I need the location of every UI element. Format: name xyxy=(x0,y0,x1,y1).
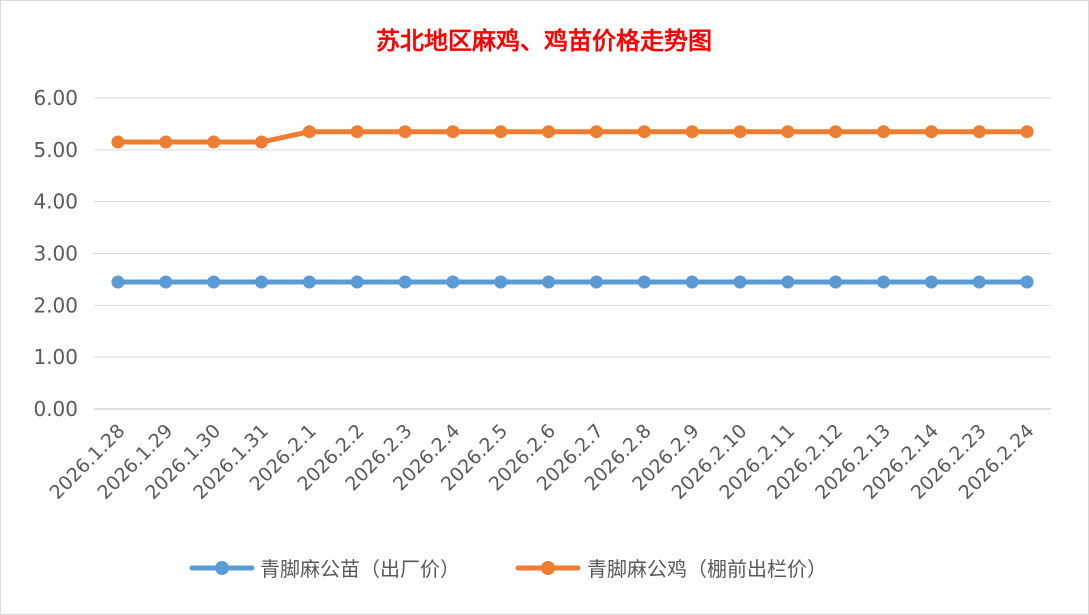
y-tick-label: 2.00 xyxy=(33,293,78,317)
data-point xyxy=(685,275,699,289)
data-point xyxy=(254,275,268,289)
data-point xyxy=(111,135,125,149)
y-tick-label: 4.00 xyxy=(33,190,78,214)
data-point xyxy=(398,125,412,139)
y-tick-label: 1.00 xyxy=(33,345,78,369)
data-point xyxy=(302,125,316,139)
data-point xyxy=(877,125,891,139)
data-point xyxy=(446,275,460,289)
legend-label: 青脚麻公鸡（棚前出栏价） xyxy=(587,557,827,581)
data-point xyxy=(924,275,938,289)
x-axis-ticks: 2026.1.282026.1.292026.1.302026.1.312026… xyxy=(46,420,1039,504)
data-point xyxy=(542,275,556,289)
data-point xyxy=(829,275,843,289)
data-point xyxy=(781,275,795,289)
data-point xyxy=(972,125,986,139)
data-point xyxy=(159,275,173,289)
gridlines xyxy=(94,97,1051,410)
y-axis-ticks: 0.00 1.00 2.00 3.00 4.00 5.00 6.00 xyxy=(33,86,78,421)
chart-title: 苏北地区麻鸡、鸡苗价格走势图 xyxy=(376,26,712,55)
series-line xyxy=(115,129,1030,145)
data-point xyxy=(398,275,412,289)
data-point xyxy=(685,125,699,139)
legend-swatch-marker xyxy=(215,561,229,575)
y-tick-label: 0.00 xyxy=(33,397,78,421)
data-point xyxy=(877,275,891,289)
data-point xyxy=(589,275,603,289)
data-point xyxy=(111,275,125,289)
data-point xyxy=(350,275,364,289)
legend-item-2: 青脚麻公鸡（棚前出栏价） xyxy=(515,557,827,581)
data-point xyxy=(494,275,508,289)
data-point xyxy=(589,125,603,139)
data-point xyxy=(159,135,173,149)
data-point xyxy=(207,275,221,289)
data-point xyxy=(637,125,651,139)
series-lines xyxy=(111,125,1034,289)
data-point xyxy=(446,125,460,139)
series-1 xyxy=(111,275,1034,289)
data-point xyxy=(781,125,795,139)
data-point xyxy=(1020,125,1034,139)
legend-swatch-marker xyxy=(541,561,555,575)
data-point xyxy=(254,135,268,149)
data-point xyxy=(733,275,747,289)
y-tick-label: 3.00 xyxy=(33,242,78,266)
data-point xyxy=(1020,275,1034,289)
data-point xyxy=(972,275,986,289)
data-point xyxy=(924,125,938,139)
y-tick-label: 5.00 xyxy=(33,138,78,162)
legend-item-1: 青脚麻公苗（出厂价） xyxy=(189,557,460,581)
data-point xyxy=(637,275,651,289)
data-point xyxy=(829,125,843,139)
legend: 青脚麻公苗（出厂价） 青脚麻公鸡（棚前出栏价） xyxy=(189,557,827,581)
data-point xyxy=(207,135,221,149)
data-point xyxy=(302,275,316,289)
legend-label: 青脚麻公苗（出厂价） xyxy=(260,557,460,581)
series-2 xyxy=(111,125,1034,149)
y-tick-label: 6.00 xyxy=(33,86,78,110)
data-point xyxy=(350,125,364,139)
data-point xyxy=(733,125,747,139)
data-point xyxy=(542,125,556,139)
data-point xyxy=(494,125,508,139)
